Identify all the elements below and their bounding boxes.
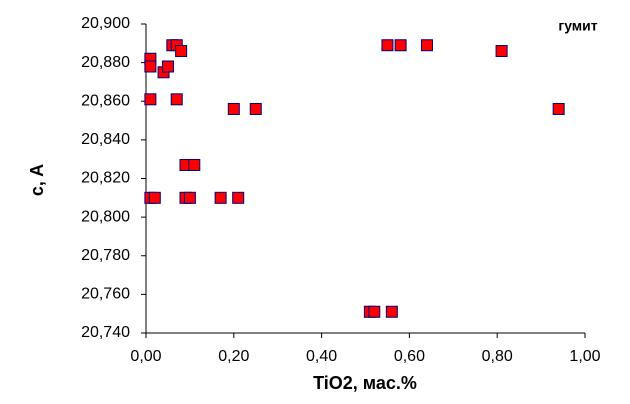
- marker: [148, 191, 161, 204]
- y-tick-label: 20,740: [81, 324, 130, 341]
- x-tick-label: 0,00: [130, 348, 161, 365]
- marker: [394, 39, 407, 52]
- marker: [227, 102, 240, 115]
- x-tick-label: 0,80: [482, 348, 513, 365]
- y-tick-label: 20,900: [81, 15, 130, 32]
- marker: [420, 39, 433, 52]
- marker: [495, 45, 508, 58]
- y-axis-label: c, A: [27, 164, 47, 196]
- x-tick-label: 0,20: [218, 348, 249, 365]
- marker: [183, 191, 196, 204]
- marker: [161, 60, 174, 73]
- marker: [368, 305, 381, 318]
- y-tick-label: 20,840: [81, 131, 130, 148]
- marker: [249, 102, 262, 115]
- y-tick-label: 20,820: [81, 170, 130, 187]
- annotation: гумит: [558, 18, 597, 34]
- marker: [385, 305, 398, 318]
- marker: [170, 93, 183, 106]
- marker: [552, 102, 565, 115]
- marker: [232, 191, 245, 204]
- x-tick-label: 0,60: [394, 348, 425, 365]
- marker: [175, 45, 188, 58]
- marker: [144, 93, 157, 106]
- y-tick-label: 20,780: [81, 247, 130, 264]
- y-tick-label: 20,860: [81, 92, 130, 109]
- marker: [214, 191, 227, 204]
- x-tick-label: 0,40: [306, 348, 337, 365]
- y-tick-label: 20,880: [81, 54, 130, 71]
- x-axis-label: TiO2, мас.%: [313, 373, 417, 393]
- marker: [188, 158, 201, 171]
- marker: [381, 39, 394, 52]
- marker: [144, 60, 157, 73]
- y-tick-label: 20,760: [81, 286, 130, 303]
- x-tick-label: 1,00: [569, 348, 600, 365]
- y-tick-label: 20,800: [81, 208, 130, 225]
